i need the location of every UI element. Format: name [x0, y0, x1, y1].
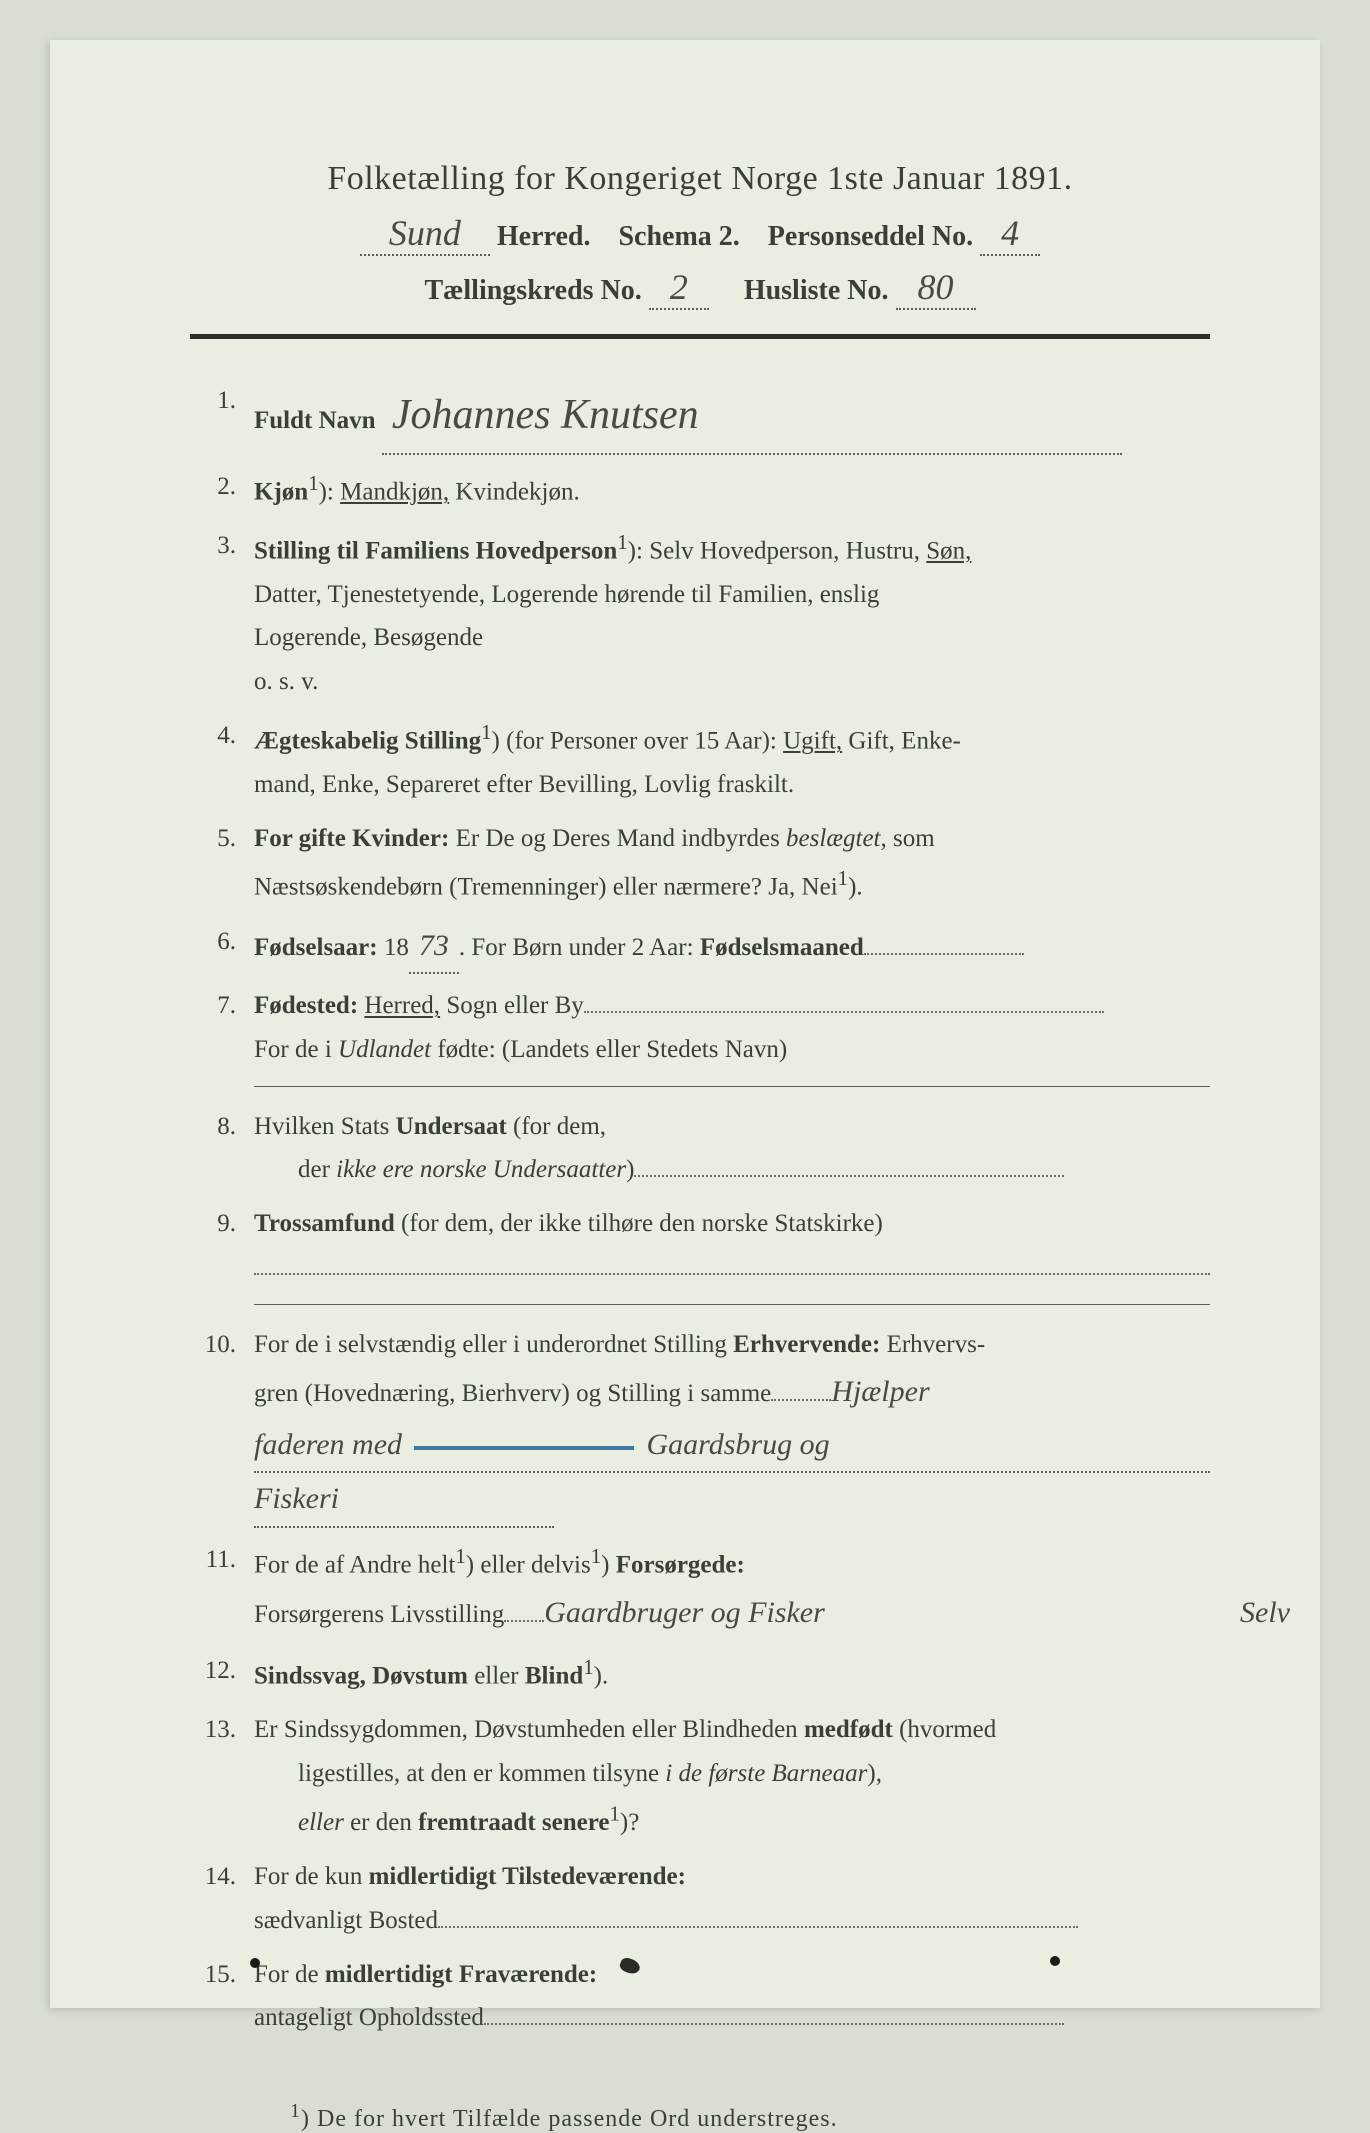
personseddel-no: 4: [980, 212, 1040, 256]
header-line-3: Tællingskreds No. 2 Husliste No. 80: [190, 266, 1210, 310]
q9-label: Trossamfund: [254, 1210, 395, 1237]
separator-1: [254, 1086, 1210, 1087]
census-form-page: Folketælling for Kongeriget Norge 1ste J…: [50, 40, 1320, 2008]
q10-hand-line3: Fiskeri: [254, 1473, 554, 1528]
q11-hand-2: Selv: [1240, 1587, 1290, 1640]
q15: 15. For de midlertidigt Fraværende: anta…: [190, 1953, 1210, 2041]
q1: 1. Fuldt Navn Johannes Knutsen: [190, 379, 1210, 455]
q6: 6. Fødselsaar: 1873. For Børn under 2 Aa…: [190, 920, 1210, 975]
q3-son: Søn,: [926, 537, 971, 564]
header-line-2: Sund Herred. Schema 2. Personseddel No. …: [190, 212, 1210, 256]
q10-hand-1: Hjælper: [831, 1375, 929, 1408]
q2-kvindekjon: Kvindekjøn.: [455, 478, 579, 505]
q1-field: Johannes Knutsen: [382, 379, 1122, 455]
q6-label: Fødselsaar:: [254, 934, 378, 961]
q5-label: For gifte Kvinder:: [254, 825, 449, 852]
q12-label: Sindssvag, Døvstum: [254, 1663, 468, 1690]
schema-label: Schema 2.: [618, 221, 739, 252]
q11-hand: Gaardbruger og Fisker: [544, 1596, 825, 1629]
q6-year: 73: [409, 920, 459, 975]
q4: 4. Ægteskabelig Stilling1) (for Personer…: [190, 714, 1210, 807]
q10: 10. For de i selvstændig eller i underor…: [190, 1323, 1210, 1528]
kreds-label: Tællingskreds No.: [424, 275, 641, 306]
kreds-no: 2: [649, 266, 709, 310]
footnote: 1) De for hvert Tilfælde passende Ord un…: [190, 2100, 1210, 2133]
herred-field: Sund: [360, 212, 490, 256]
q2: 2. Kjøn1): Mandkjøn, Kvindekjøn.: [190, 465, 1210, 514]
q7-label: Fødested:: [254, 992, 358, 1019]
husliste-no: 80: [896, 266, 976, 310]
q5: 5. For gifte Kvinder: Er De og Deres Man…: [190, 817, 1210, 910]
blue-underline: [414, 1446, 634, 1450]
question-list: 1. Fuldt Navn Johannes Knutsen 2. Kjøn1)…: [190, 379, 1210, 2040]
separator-2: [254, 1304, 1210, 1305]
q3: 3. Stilling til Familiens Hovedperson1):…: [190, 524, 1210, 704]
q8: 8. Hvilken Stats Undersaat (for dem, der…: [190, 1105, 1210, 1193]
form-header: Folketælling for Kongeriget Norge 1ste J…: [190, 160, 1210, 310]
q10-hand-line2: faderen med Gaardsbrug og: [254, 1419, 1210, 1474]
q9: 9. Trossamfund (for dem, der ikke tilhør…: [190, 1202, 1210, 1290]
header-rule: [190, 334, 1210, 339]
q1-label: Fuldt Navn: [254, 407, 376, 434]
q3-label: Stilling til Familiens Hovedperson: [254, 537, 617, 564]
q2-label: Kjøn: [254, 478, 308, 505]
personseddel-label: Personseddel No.: [768, 221, 973, 252]
q7-herred: Herred,: [364, 992, 440, 1019]
q14: 14. For de kun midlertidigt Tilstedevære…: [190, 1855, 1210, 1943]
q2-mandkjon: Mandkjøn,: [340, 478, 449, 505]
q7: 7. Fødested: Herred, Sogn eller By For d…: [190, 984, 1210, 1072]
q4-label: Ægteskabelig Stilling: [254, 727, 481, 754]
main-title: Folketælling for Kongeriget Norge 1ste J…: [190, 160, 1210, 198]
herred-label: Herred.: [497, 221, 591, 252]
q4-ugift: Ugift,: [783, 727, 842, 754]
husliste-label: Husliste No.: [744, 275, 889, 306]
ink-blot: [250, 1958, 260, 1968]
q13: 13. Er Sindssygdommen, Døvstumheden elle…: [190, 1708, 1210, 1845]
q12: 12. Sindssvag, Døvstum eller Blind1).: [190, 1649, 1210, 1698]
ink-blot: [1050, 1956, 1060, 1966]
q11: 11. For de af Andre helt1) eller delvis1…: [190, 1538, 1210, 1640]
